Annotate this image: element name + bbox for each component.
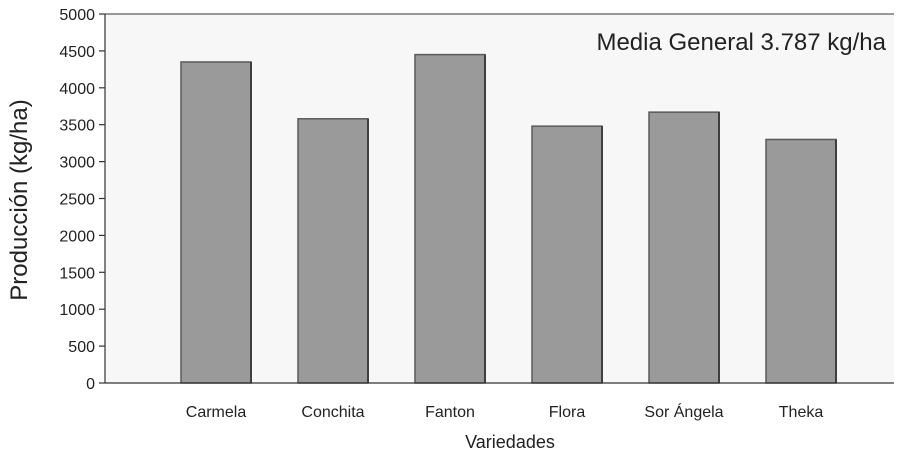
bar bbox=[531, 125, 603, 384]
y-tick-label: 500 bbox=[68, 339, 95, 356]
y-tick-label: 1500 bbox=[59, 265, 95, 282]
annotation-mean: Media General 3.787 kg/ha bbox=[596, 29, 886, 56]
bar bbox=[180, 61, 252, 384]
x-tick-label: Carmela bbox=[186, 404, 247, 421]
y-tick-label: 0 bbox=[86, 376, 95, 393]
y-tick-label: 2000 bbox=[59, 228, 95, 245]
x-tick-label: Flora bbox=[549, 404, 586, 421]
bar bbox=[648, 111, 720, 384]
y-tick-label: 2500 bbox=[59, 192, 95, 209]
y-axis: 0 500 1000 1500 2000 2500 3000 3500 4000 4500 5000 bbox=[59, 7, 894, 393]
y-tick-label: 3000 bbox=[59, 155, 95, 172]
x-tick-label: Theka bbox=[779, 404, 824, 421]
y-tick-label: 3500 bbox=[59, 118, 95, 135]
bar bbox=[414, 53, 486, 384]
bar bbox=[765, 138, 837, 384]
x-axis: Carmela Conchita Fanton Flora Sor Ángela Thek… bbox=[105, 382, 894, 421]
y-axis-title: Producción (kg/ha) bbox=[6, 99, 33, 300]
y-tick-label: 4000 bbox=[59, 81, 95, 98]
bar bbox=[297, 118, 369, 384]
x-tick-label: Sor Ángela bbox=[644, 402, 723, 421]
y-tick-label: 1000 bbox=[59, 302, 95, 319]
y-tick-label: 5000 bbox=[59, 7, 95, 24]
x-tick-label: Fanton bbox=[425, 404, 475, 421]
x-tick-label: Conchita bbox=[301, 404, 364, 421]
y-tick-label: 4500 bbox=[59, 44, 95, 61]
x-axis-title: Variedades bbox=[465, 432, 555, 452]
